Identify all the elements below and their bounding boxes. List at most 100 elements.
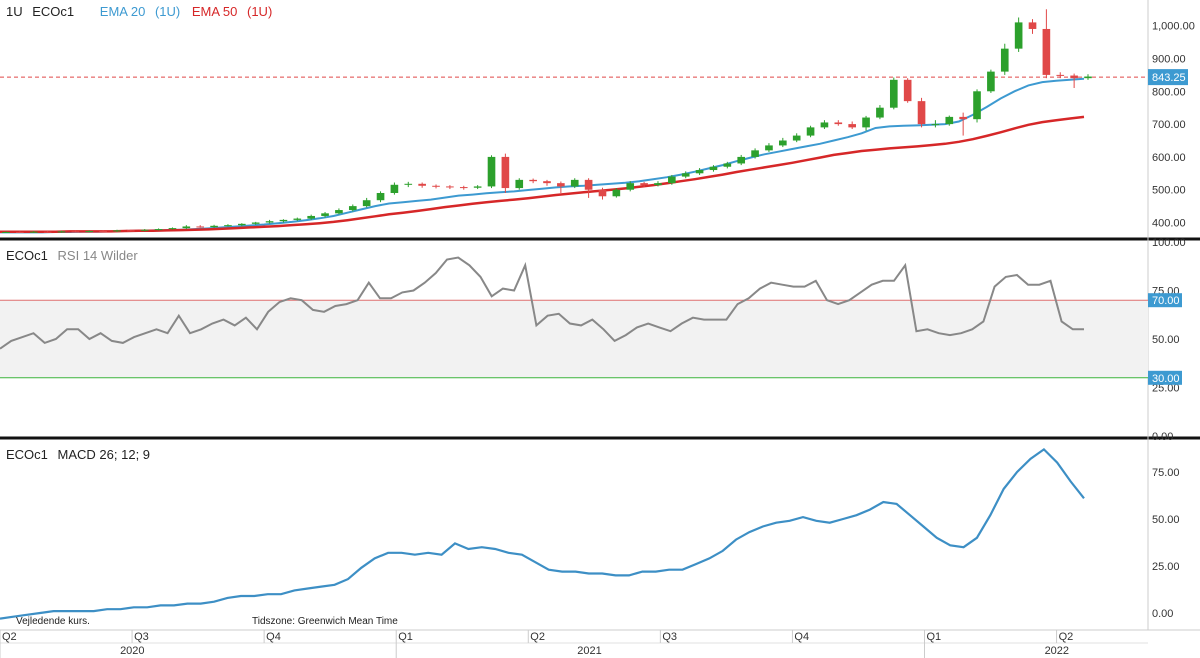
candle-body bbox=[1014, 22, 1023, 49]
candle-body bbox=[987, 71, 995, 92]
candle-body bbox=[140, 229, 149, 231]
ema50-line bbox=[0, 115, 1085, 233]
rsi-level-badge bbox=[1148, 370, 1182, 385]
candle-body bbox=[931, 124, 940, 126]
candle-body bbox=[612, 189, 621, 197]
candle-body bbox=[168, 228, 177, 230]
candle-body bbox=[598, 189, 607, 197]
candle-body bbox=[473, 186, 482, 188]
macd-line bbox=[0, 447, 1085, 620]
candle-body bbox=[723, 163, 732, 167]
footer-timezone: Tidszone: Greenwich Mean Time bbox=[252, 616, 398, 627]
rsi-line bbox=[0, 256, 1084, 350]
ema50-legend[interactable]: EMA 50 (1U) bbox=[191, 4, 273, 19]
symbol-label[interactable]: ECOc1 bbox=[32, 4, 75, 19]
candle-body bbox=[973, 91, 981, 120]
candle-body bbox=[779, 140, 787, 146]
candle-body bbox=[529, 179, 537, 182]
candle-body bbox=[196, 226, 205, 228]
candle-body bbox=[876, 107, 884, 118]
macd-symbol: ECOc1 bbox=[6, 447, 48, 462]
candle-body bbox=[1028, 22, 1037, 29]
y-tick-label: 50.00 bbox=[1152, 334, 1180, 346]
candle-body bbox=[848, 124, 856, 128]
candle-body bbox=[737, 156, 746, 164]
candle-body bbox=[751, 150, 759, 157]
y-tick-label: 900.00 bbox=[1152, 53, 1186, 65]
quarter-label: Q1 bbox=[926, 631, 941, 643]
candle-body bbox=[862, 117, 870, 128]
candle-body bbox=[404, 183, 413, 185]
rsi-pane-header: ECOc1 RSI 14 Wilder bbox=[6, 248, 144, 263]
candle-body bbox=[251, 222, 260, 224]
candle-body bbox=[695, 170, 704, 174]
candle-body bbox=[792, 135, 801, 141]
y-tick-label: 400.00 bbox=[1152, 218, 1186, 230]
candle-body bbox=[681, 173, 690, 177]
candle-body bbox=[889, 79, 898, 108]
candle-body bbox=[279, 219, 288, 222]
candle-body bbox=[321, 213, 329, 216]
candle-body bbox=[71, 231, 80, 233]
y-tick-label: 500.00 bbox=[1152, 185, 1186, 197]
interval-label[interactable]: 1U bbox=[6, 4, 23, 19]
y-tick-label: 100.00 bbox=[1152, 237, 1186, 249]
candle-body bbox=[127, 230, 135, 232]
quarter-label: Q4 bbox=[794, 631, 809, 643]
y-tick-label: 25.00 bbox=[1152, 561, 1180, 573]
rsi-symbol: ECOc1 bbox=[6, 248, 48, 263]
candle-body bbox=[959, 116, 967, 120]
candle-body bbox=[335, 210, 343, 214]
candle-body bbox=[584, 179, 593, 190]
ema20-legend[interactable]: EMA 20 (1U) bbox=[99, 4, 181, 19]
y-tick-label: 25.00 bbox=[1152, 383, 1180, 395]
y-tick-label: 75.00 bbox=[1152, 467, 1180, 479]
y-tick-label: 0.00 bbox=[1152, 608, 1173, 620]
candle-body bbox=[293, 218, 302, 220]
candle-body bbox=[709, 166, 718, 171]
candle-body bbox=[224, 225, 232, 227]
last-price-badge bbox=[1148, 69, 1188, 86]
candle-body bbox=[1070, 75, 1078, 79]
candle-body bbox=[29, 231, 38, 233]
candle-body bbox=[99, 231, 107, 233]
candle-body bbox=[2, 232, 10, 234]
candle-body bbox=[543, 181, 551, 184]
candle-body bbox=[1056, 74, 1065, 76]
candle-body bbox=[806, 127, 815, 136]
candle-body bbox=[154, 229, 163, 231]
y-tick-label: 600.00 bbox=[1152, 152, 1186, 164]
candle-body bbox=[238, 223, 246, 226]
candle-body bbox=[903, 79, 912, 102]
candle-body bbox=[432, 185, 440, 187]
candle-body bbox=[390, 184, 399, 193]
candle-body bbox=[376, 192, 385, 201]
macd-label[interactable]: MACD 26; 12; 9 bbox=[57, 447, 151, 462]
candle-body bbox=[16, 232, 24, 234]
candle-body bbox=[446, 186, 454, 188]
footer-note: Vejledende kurs. bbox=[16, 616, 90, 627]
last-price-label: 843.25 bbox=[1152, 72, 1186, 84]
quarter-label: Q2 bbox=[530, 631, 545, 643]
candle-body bbox=[834, 122, 843, 125]
macd-pane-header: ECOc1 MACD 26; 12; 9 bbox=[6, 447, 156, 462]
y-tick-label: 700.00 bbox=[1152, 119, 1186, 131]
price-pane-header: 1U ECOc1 EMA 20 (1U) EMA 50 (1U) bbox=[6, 4, 284, 19]
y-tick-label: 1,000.00 bbox=[1152, 21, 1195, 33]
rsi-level-badge bbox=[1148, 293, 1182, 308]
y-tick-label: 0.00 bbox=[1152, 431, 1173, 443]
year-label: 2020 bbox=[120, 645, 144, 657]
candle-body bbox=[1042, 28, 1051, 75]
candle-body bbox=[113, 230, 121, 232]
candle-body bbox=[362, 200, 371, 207]
candle-body bbox=[487, 156, 496, 187]
candle-body bbox=[570, 179, 579, 187]
candle-body bbox=[43, 231, 52, 233]
y-tick-label: 800.00 bbox=[1152, 86, 1186, 98]
candle-body bbox=[945, 116, 954, 125]
rsi-level-label: 70.00 bbox=[1152, 295, 1180, 307]
candle-body bbox=[459, 187, 468, 189]
rsi-label[interactable]: RSI 14 Wilder bbox=[57, 248, 138, 263]
quarter-label: Q3 bbox=[134, 631, 149, 643]
